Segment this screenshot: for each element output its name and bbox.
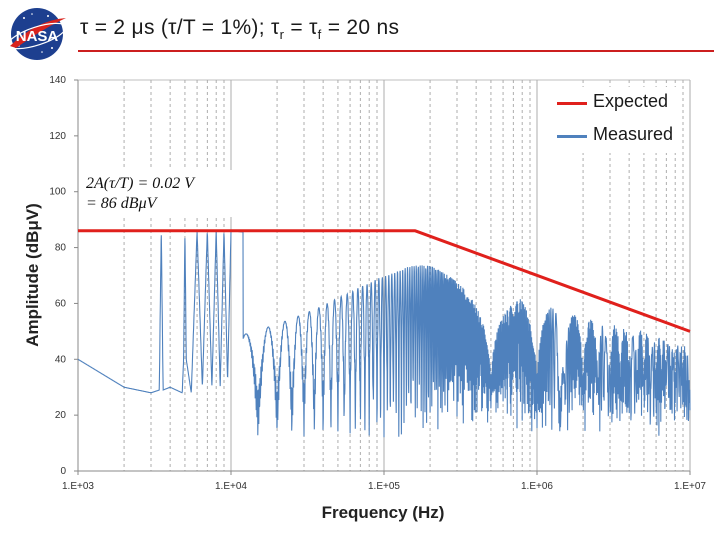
logo-text: NASA (16, 28, 59, 45)
legend-item-expected: Expected (552, 91, 682, 115)
x-tick-label: 1.E+03 (62, 481, 94, 492)
legend-swatch-measured (557, 135, 587, 138)
title-divider (78, 50, 714, 52)
y-tick-label: 20 (55, 410, 67, 421)
logo-orbit (7, 22, 67, 50)
y-tick-label: 0 (60, 466, 66, 477)
legend: Expected Measured (552, 87, 682, 153)
y-tick-label: 120 (49, 131, 66, 142)
legend-item-measured: Measured (552, 124, 682, 148)
series-expected-line (78, 229, 691, 333)
y-tick-label: 140 (49, 75, 66, 86)
x-tick-label: 1.E+05 (368, 481, 400, 492)
y-tick-label: 60 (55, 298, 67, 309)
x-tick-label: 1.E+06 (521, 481, 553, 492)
x-axis-label: Frequency (Hz) (322, 503, 445, 522)
legend-swatch-expected (557, 102, 587, 105)
axes (74, 79, 691, 475)
logo-swoosh (10, 18, 66, 48)
y-tick-label: 40 (55, 354, 67, 365)
title-sub-f: f (317, 27, 322, 43)
legend-label-measured: Measured (593, 124, 674, 144)
series (77, 229, 691, 438)
y-axis-label: Amplitude (dBμV) (23, 203, 42, 347)
nasa-logo: NASA (7, 8, 67, 60)
y-tick-label: 80 (55, 243, 67, 254)
tick-labels: 0 20 40 60 80 100 120 140 1.E+03 1.E+04 1.E+05 1.E+… (49, 75, 706, 492)
logo-stars (18, 13, 53, 53)
y-tick-label: 100 (49, 187, 66, 198)
slide-title: τ = 2 μs (τ/T = 1%); τr = τf = 20 ns (80, 16, 399, 42)
title-end: = 20 ns (321, 16, 400, 39)
title-sub-r: r (279, 27, 285, 43)
annotation-line-2: = 86 dBμV (86, 195, 157, 212)
annotation-line-1: 2A(τ/T) = 0.02 V (86, 175, 195, 192)
title-mid: = τ (284, 16, 318, 39)
legend-label-expected: Expected (593, 91, 669, 111)
x-tick-label: 1.E+07 (674, 481, 706, 492)
amplitude-annotation: 2A(τ/T) = 0.02 V = 86 dBμV (80, 170, 240, 217)
x-tick-label: 1.E+04 (215, 481, 247, 492)
series-measured-line (77, 230, 691, 438)
title-main: τ = 2 μs (τ/T = 1%); τ (80, 16, 280, 39)
